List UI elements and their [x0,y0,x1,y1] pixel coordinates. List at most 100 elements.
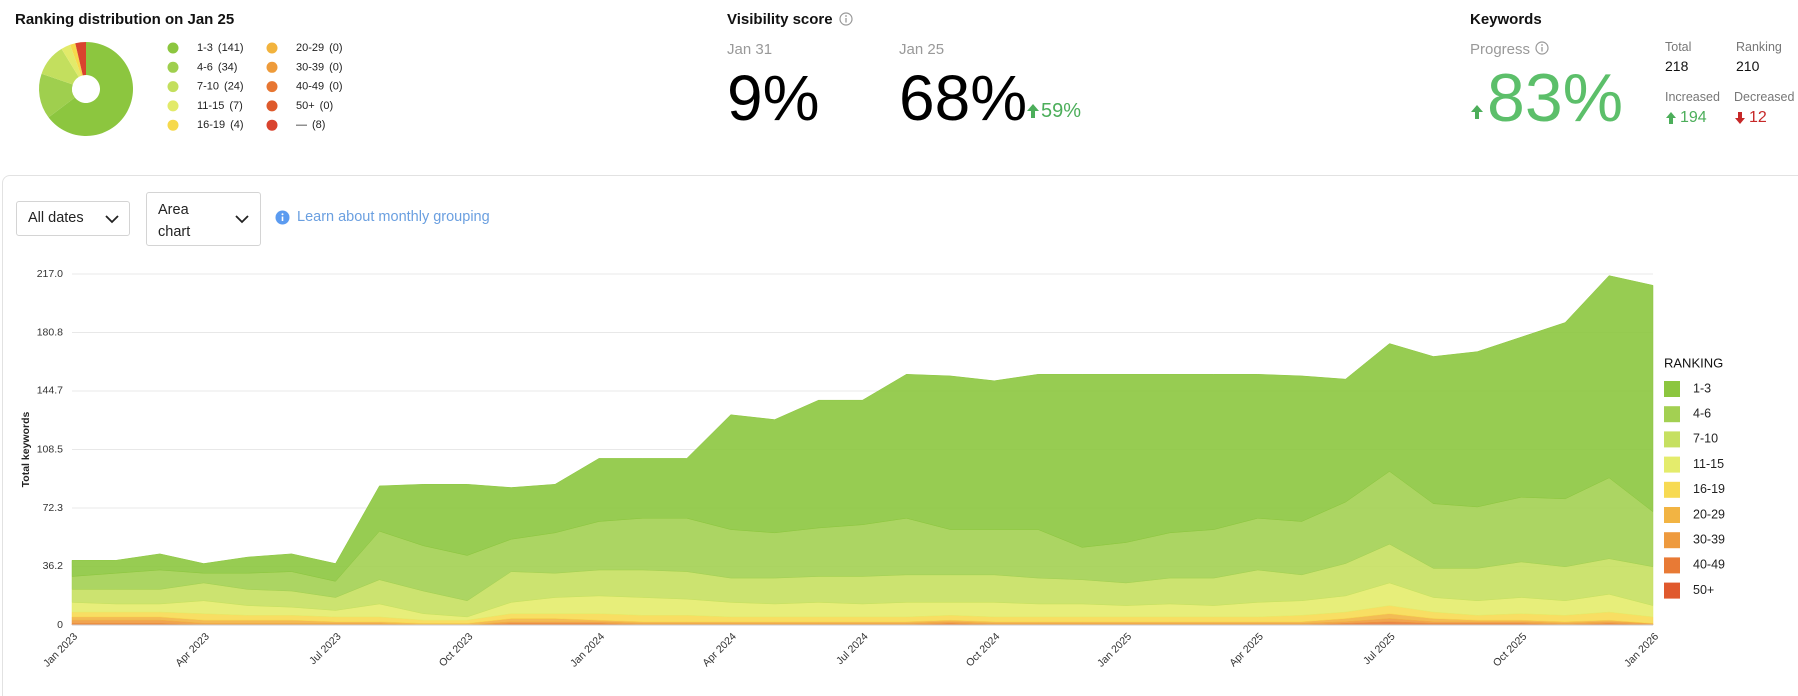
legend-entry: 7-10 (24) [197,81,244,93]
chevron [235,215,249,224]
visibility-title: Visibility score [727,11,833,28]
pie-segment [75,42,86,76]
total-label: Total [1665,40,1692,54]
legend-label: 1-3 [197,42,213,54]
legend-label: 50+ [296,100,315,112]
info-icon[interactable] [1535,41,1549,55]
help-link[interactable]: Learn about monthly grouping [297,209,490,225]
legend-count: (0) [329,81,342,93]
legend-swatch [1664,557,1680,574]
legend-label: 7-10 [197,81,219,93]
x-tick-label: Apr 2025 [1227,630,1266,669]
legend-label: 11-15 [1693,457,1724,471]
legend-label: 4-6 [1693,406,1711,420]
y-tick-label: 108.5 [37,443,63,455]
progress-value: 83% [1487,60,1624,136]
down-arrow [1735,112,1745,124]
pie-segment [39,73,75,118]
legend-entry: 50+ (0) [296,100,333,112]
legend-swatch [266,42,278,54]
x-tick-label: Oct 2023 [437,630,476,669]
pie-segment [70,43,83,76]
legend-entry: 11-15 (7) [197,100,243,112]
legend-label: 20-29 [296,42,324,54]
x-tick-label: Jul 2023 [307,630,344,667]
x-tick-label: Jan 2024 [568,630,607,669]
ranking-label: Ranking [1736,40,1782,54]
legend-swatch [1664,456,1680,473]
legend-label: — [296,119,307,131]
legend-swatch [167,119,179,131]
legend-swatch [1664,532,1680,549]
date-dropdown-text: All dates [28,210,84,226]
increased-value: 194 [1680,109,1707,126]
legend-entry: 20-29 (0) [296,42,343,54]
legend-label: 4-6 [197,61,213,73]
legend-label: 30-39 [1693,532,1725,546]
legend-count: (141) [218,42,244,54]
legend-count: (8) [312,119,325,131]
up-arrow [1471,105,1483,119]
legend-entry: 1-3 (141) [197,42,244,54]
chevron [105,215,119,224]
legend-label: 40-49 [296,81,324,93]
legend-count: (0) [320,100,333,112]
legend-count: (24) [224,81,244,93]
legend-swatch [1664,381,1680,397]
legend-entry: 30-39 (0) [296,61,343,73]
legend-swatch [1664,481,1680,498]
legend-entry: 40-49 (0) [296,81,343,93]
legend-swatch [167,100,179,112]
info-icon [275,210,290,225]
legend-label: 40-49 [1693,558,1725,572]
x-tick-label: Oct 2025 [1491,630,1530,669]
legend-label: 30-39 [296,61,324,73]
pie-title: Ranking distribution on Jan 25 [15,11,234,28]
date-dropdown[interactable]: All dates [16,201,130,236]
progress-label: Progress [1470,41,1531,58]
total-value: 218 [1665,58,1689,74]
y-tick-label: 217.0 [37,268,63,280]
previous-date: Jan 25 [899,41,945,58]
keywords-title: Keywords [1470,11,1542,28]
legend-swatch [266,100,278,112]
pie-segment [61,44,82,78]
legend-label: 7-10 [1693,432,1718,446]
x-tick-label: Jan 2026 [1622,630,1661,669]
pie-segment [41,48,79,85]
x-tick-label: Jan 2025 [1095,630,1134,669]
legend-swatch [1664,582,1680,599]
legend-count: (0) [329,61,342,73]
legend-swatch [266,61,278,73]
legend-entry: 16-19 (4) [197,119,244,131]
legend-count: (7) [229,100,242,112]
score-change: 59% [1041,100,1082,122]
y-tick-label: 180.8 [37,326,63,338]
current-date: Jan 31 [727,41,773,58]
y-tick-label: 144.7 [37,385,63,397]
decreased-value: 12 [1749,109,1767,126]
x-tick-label: Apr 2023 [173,630,212,669]
legend-swatch [167,42,179,54]
legend-label: 1-3 [1693,381,1711,395]
legend-label: 16-19 [197,119,225,131]
legend-title: RANKING [1664,355,1723,370]
up-arrow [1666,112,1676,124]
y-tick-label: 72.3 [43,502,64,514]
y-tick-label: 0 [57,619,63,631]
y-tick-label: 36.2 [43,560,64,572]
legend-count: (4) [230,119,243,131]
x-tick-label: Jul 2024 [834,630,871,667]
legend-swatch [167,81,179,93]
ranking-value: 210 [1736,58,1760,74]
charts: Ranking distribution on Jan 25 1-3 (141) 4… [15,11,1725,670]
legend-swatch [266,119,278,131]
x-tick-label: Jul 2025 [1361,630,1398,667]
legend-entry: — (8) [296,119,325,131]
legend-label: 16-19 [1693,482,1725,496]
info-icon[interactable] [839,12,853,26]
chart-type-dropdown[interactable]: Area chart [146,192,261,246]
legend-swatch [1664,406,1680,423]
legend-label: 50+ [1693,583,1714,597]
legend-label: 20-29 [1693,507,1725,521]
